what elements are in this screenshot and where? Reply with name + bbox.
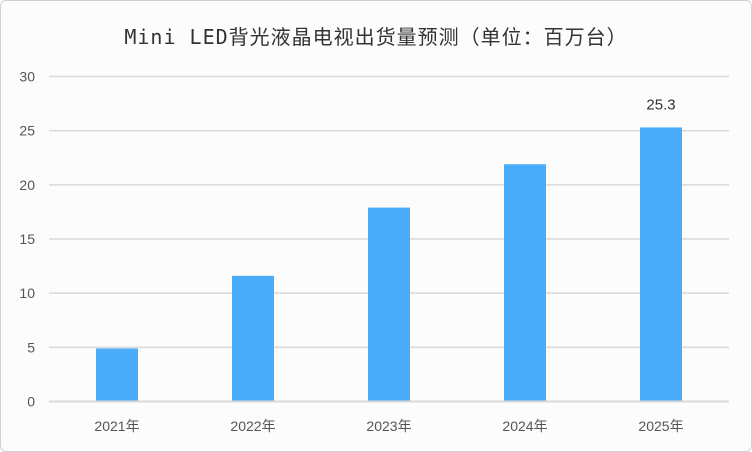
y-tick-label: 20 (19, 177, 35, 193)
y-tick-label: 15 (19, 231, 35, 247)
x-tick-label: 2023年 (366, 418, 411, 434)
x-tick-label: 2024年 (502, 418, 547, 434)
chart-title: Mini LED背光液晶电视出货量预测（单位：百万台） (124, 25, 628, 49)
y-tick-label: 0 (27, 394, 35, 410)
x-tick-label: 2021年 (94, 418, 139, 434)
y-tick-label: 5 (27, 339, 35, 355)
bar (368, 207, 410, 401)
bar (504, 164, 546, 401)
bar (640, 127, 682, 401)
x-tick-label: 2025年 (638, 418, 683, 434)
bar (96, 348, 138, 401)
data-label: 25.3 (646, 96, 675, 113)
y-tick-label: 10 (19, 285, 35, 301)
y-tick-label: 25 (19, 123, 35, 139)
bar (232, 275, 274, 401)
y-tick-label: 30 (19, 69, 35, 85)
x-tick-label: 2022年 (230, 418, 275, 434)
